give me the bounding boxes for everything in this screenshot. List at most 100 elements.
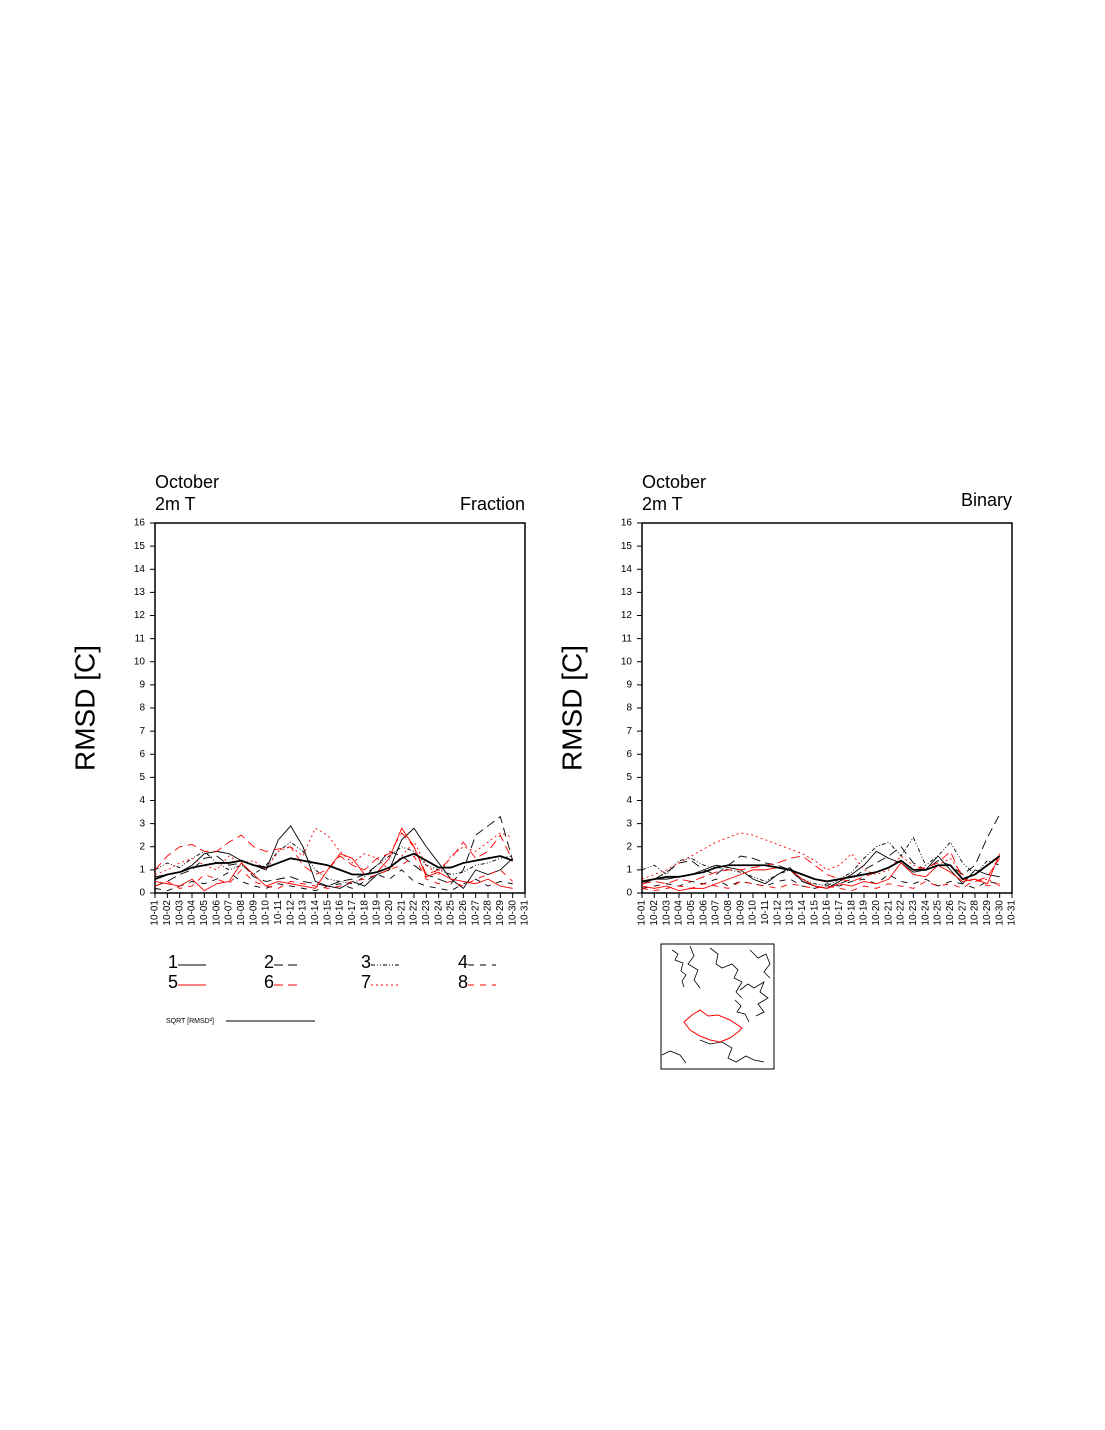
y-tick-label: 15 [621, 541, 633, 552]
x-tick-label: 10-09 [248, 900, 259, 926]
y-tick-label: 6 [626, 749, 632, 760]
x-tick-label: 10-19 [372, 900, 383, 926]
x-tick-label: 10-10 [261, 900, 272, 926]
x-tick-label: 10-09 [735, 900, 746, 926]
y-tick-label: 7 [626, 726, 632, 737]
x-tick-label: 10-26 [945, 900, 956, 926]
legend-label: 2 [264, 952, 274, 972]
x-tick-label: 10-30 [994, 900, 1005, 926]
y-tick-label: 11 [135, 633, 146, 644]
y-tick-label: 11 [622, 633, 633, 644]
x-tick-label: 10-10 [748, 900, 759, 926]
x-tick-label: 10-03 [661, 900, 672, 926]
legend-label: 5 [168, 972, 178, 992]
x-tick-label: 10-17 [347, 900, 358, 926]
x-tick-label: 10-24 [433, 900, 444, 926]
series-line [641, 850, 1001, 885]
y-tick-label: 8 [626, 703, 632, 714]
plot-frame [154, 522, 526, 894]
series-line [641, 853, 1001, 892]
y-tick-label: 9 [626, 680, 632, 691]
x-tick-label: 10-12 [772, 900, 783, 926]
x-tick-label: 10-19 [859, 900, 870, 926]
x-tick-label: 10-21 [883, 900, 894, 926]
y-tick-label: 0 [626, 888, 632, 899]
y-tick-label: 16 [134, 518, 146, 529]
x-tick-label: 10-22 [409, 900, 420, 926]
x-tick-label: 10-18 [359, 900, 370, 926]
x-tick-label: 10-30 [507, 900, 518, 926]
x-tick-label: 10-11 [760, 900, 771, 925]
x-tick-label: 10-20 [871, 900, 882, 926]
x-tick-label: 10-28 [483, 900, 494, 926]
x-tick-label: 10-01 [637, 900, 648, 926]
y-tick-label: 14 [621, 564, 633, 575]
y-tick-label: 16 [621, 518, 633, 529]
series-line [154, 815, 514, 887]
series-line [641, 814, 1001, 889]
y-tick-label: 2 [139, 841, 145, 852]
x-tick-label: 10-15 [322, 900, 333, 926]
legend-label: 6 [264, 972, 274, 992]
x-tick-label: 10-17 [834, 900, 845, 926]
x-tick-label: 10-21 [396, 900, 407, 926]
legend-label: 3 [361, 952, 371, 972]
x-tick-label: 10-11 [273, 900, 284, 925]
y-tick-label: 6 [139, 749, 145, 760]
x-tick-label: 10-05 [686, 900, 697, 926]
x-tick-label: 10-16 [335, 900, 346, 926]
x-tick-label: 10-23 [421, 900, 432, 926]
x-tick-label: 10-08 [236, 900, 247, 926]
chart-subtitle: 2m T [642, 494, 683, 514]
y-tick-label: 5 [139, 772, 145, 783]
y-tick-label: 3 [139, 818, 145, 829]
x-tick-label: 10-04 [674, 900, 685, 926]
y-tick-label: 3 [626, 818, 632, 829]
series-line [154, 827, 513, 892]
y-tick-label: 2 [626, 841, 632, 852]
x-tick-label: 10-20 [384, 900, 395, 926]
y-tick-label: 10 [621, 656, 633, 667]
series-line [641, 836, 1000, 887]
y-tick-label: 1 [139, 865, 145, 876]
x-tick-label: 10-14 [310, 900, 321, 926]
x-tick-label: 10-03 [174, 900, 185, 926]
y-tick-label: 9 [139, 680, 145, 691]
corner-label: Fraction [460, 494, 525, 514]
x-tick-label: 10-22 [896, 900, 907, 926]
x-tick-label: 10-31 [520, 900, 531, 926]
y-axis-label: RMSD [C] [69, 645, 100, 771]
y-tick-label: 4 [626, 795, 632, 806]
chart-title: October [642, 472, 706, 492]
series-line [154, 841, 513, 885]
x-tick-label: 10-05 [199, 900, 210, 926]
y-tick-label: 0 [139, 888, 145, 899]
legend-label: 1 [168, 952, 178, 972]
x-tick-label: 10-29 [982, 900, 993, 926]
x-tick-label: 10-27 [957, 900, 968, 926]
series-line [641, 878, 1000, 892]
y-tick-label: 13 [621, 587, 633, 598]
y-tick-label: 12 [134, 610, 146, 621]
chart-title: October [155, 472, 219, 492]
x-tick-label: 10-02 [162, 900, 173, 926]
x-tick-label: 10-25 [933, 900, 944, 926]
x-tick-label: 10-24 [920, 900, 931, 926]
y-tick-label: 5 [626, 772, 632, 783]
legend-label: 4 [458, 952, 468, 972]
chart-subtitle: 2m T [155, 494, 196, 514]
x-tick-label: 10-23 [908, 900, 919, 926]
corner-label: Binary [961, 490, 1012, 510]
y-tick-label: 13 [134, 587, 146, 598]
y-tick-label: 15 [134, 541, 146, 552]
series-line [154, 852, 513, 880]
x-tick-label: 10-02 [649, 900, 660, 926]
y-tick-label: 14 [134, 564, 146, 575]
y-axis-label: RMSD [C] [556, 645, 587, 771]
plot-frame [641, 522, 1013, 894]
map-inset [660, 943, 775, 1070]
legend-label: 8 [458, 972, 468, 992]
x-tick-label: 10-07 [711, 900, 722, 926]
x-tick-label: 10-31 [1007, 900, 1018, 926]
